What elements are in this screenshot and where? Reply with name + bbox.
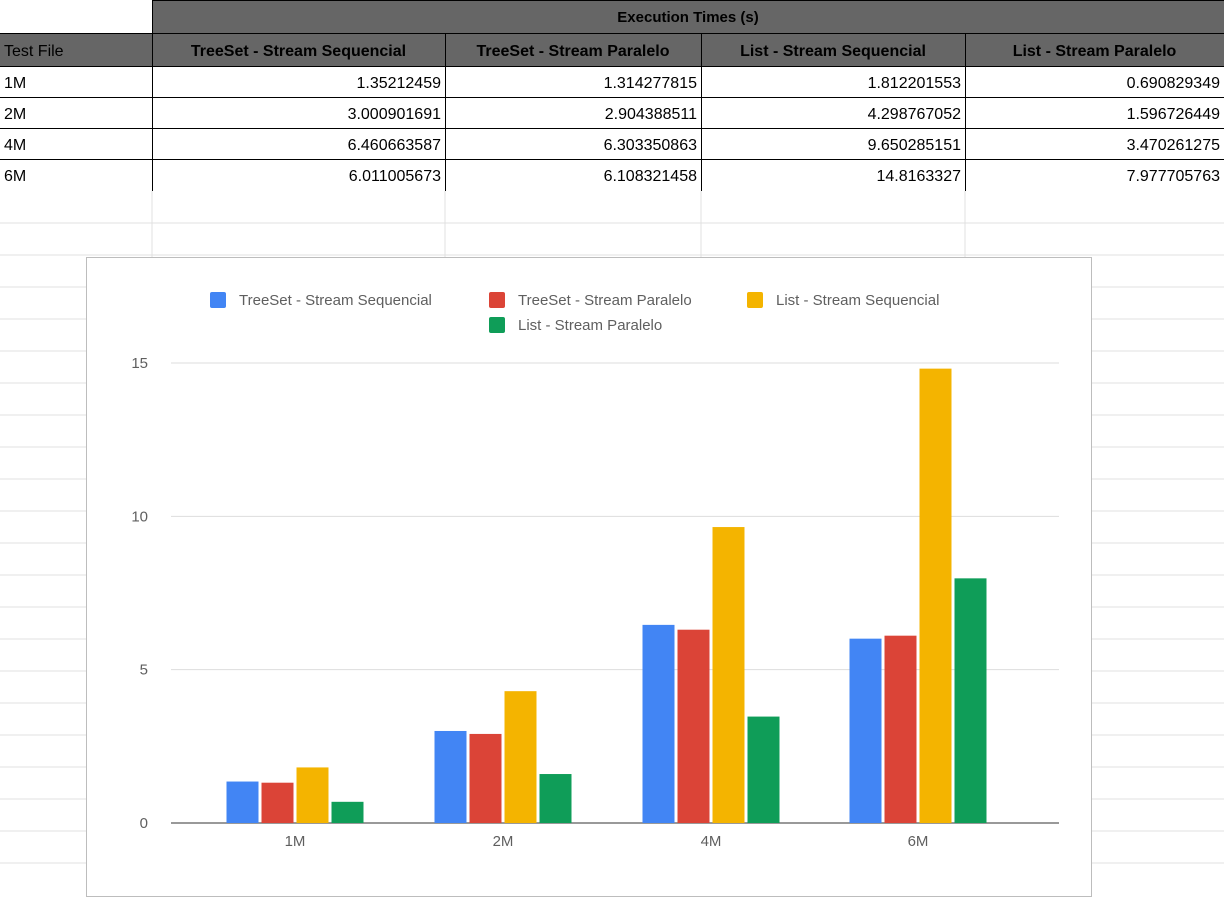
legend-label: TreeSet - Stream Paralelo — [518, 292, 692, 309]
legend-swatch — [747, 292, 763, 308]
chart-card[interactable]: 0 5 10 15 1M 2M 4M 6M TreeSet - Stream Sequencia… — [86, 257, 1092, 897]
table-cell: 9.650285151 — [868, 137, 962, 154]
table-cell: 6.303350863 — [604, 137, 698, 154]
bar[interactable] — [712, 527, 745, 823]
bar[interactable] — [677, 629, 710, 823]
bar[interactable] — [642, 624, 675, 823]
bar[interactable] — [919, 368, 952, 823]
table-borders — [0, 0, 1224, 191]
bar[interactable] — [469, 733, 502, 823]
column-header: TreeSet - Stream Paralelo — [477, 43, 670, 60]
bar[interactable] — [539, 774, 572, 823]
legend-swatch — [489, 292, 505, 308]
legend-label: List - Stream Sequencial — [776, 292, 939, 309]
row-label: 1M — [4, 75, 26, 92]
row-label: 6M — [4, 168, 26, 185]
legend-label: List - Stream Paralelo — [518, 317, 662, 334]
sheet-empty-grid — [0, 191, 1224, 864]
bar[interactable] — [849, 638, 882, 823]
legend-item[interactable]: List - Stream Paralelo — [489, 317, 662, 334]
x-tick-label: 2M — [493, 833, 514, 850]
table-cell: 4.298767052 — [868, 106, 962, 123]
table-cell: 3.000901691 — [348, 106, 442, 123]
table-group-header: Execution Times (s) — [617, 9, 758, 26]
table-cell: 3.470261275 — [1127, 137, 1221, 154]
table-cell: 1.596726449 — [1127, 106, 1221, 123]
row-label: 4M — [4, 137, 26, 154]
y-tick-label: 15 — [131, 355, 148, 372]
y-tick-label: 5 — [140, 662, 148, 679]
x-tick-label: 4M — [701, 833, 722, 850]
bar[interactable] — [954, 578, 987, 823]
table-cell: 6.108321458 — [604, 168, 698, 185]
spreadsheet: Execution Times (s) Test File TreeSet - St… — [0, 0, 1224, 864]
legend-swatch — [210, 292, 226, 308]
x-tick-label: 1M — [285, 833, 306, 850]
bar[interactable] — [331, 801, 364, 823]
legend-swatch — [489, 317, 505, 333]
bar[interactable] — [261, 782, 294, 823]
table-cell: 0.690829349 — [1127, 75, 1221, 92]
table-cell: 1.35212459 — [356, 75, 441, 92]
bar[interactable] — [434, 730, 467, 823]
column-header: List - Stream Sequencial — [740, 43, 926, 60]
bar[interactable] — [884, 635, 917, 823]
bar[interactable] — [747, 716, 780, 823]
legend-item[interactable]: TreeSet - Stream Sequencial — [210, 292, 432, 309]
column-header: Test File — [4, 43, 64, 60]
y-tick-label: 10 — [131, 508, 148, 525]
table-cell: 6.460663587 — [348, 137, 442, 154]
bar[interactable] — [296, 767, 329, 823]
table-cell: 1.314277815 — [604, 75, 698, 92]
legend-label: TreeSet - Stream Sequencial — [239, 292, 432, 309]
y-tick-label: 0 — [140, 815, 148, 832]
table-cell: 2.904388511 — [605, 106, 697, 123]
legend-item[interactable]: List - Stream Sequencial — [747, 292, 939, 309]
column-header: TreeSet - Stream Sequencial — [191, 43, 406, 60]
test-file-header-bg — [0, 33, 152, 66]
x-tick-label: 6M — [908, 833, 929, 850]
bar[interactable] — [226, 781, 259, 823]
bar-chart: 0 5 10 15 1M 2M 4M 6M TreeSet - Stream Sequencia… — [131, 292, 1059, 850]
row-label: 2M — [4, 106, 26, 123]
table-cell: 6.011005673 — [349, 168, 441, 185]
column-header: List - Stream Paralelo — [1013, 43, 1177, 60]
legend: TreeSet - Stream Sequencial TreeSet - Str… — [210, 292, 939, 334]
bars — [226, 368, 987, 823]
bar[interactable] — [504, 691, 537, 823]
legend-item[interactable]: TreeSet - Stream Paralelo — [489, 292, 692, 309]
table-cell: 1.812201553 — [868, 75, 962, 92]
table-cell: 14.8163327 — [876, 168, 961, 185]
table-cell: 7.977705763 — [1127, 168, 1221, 185]
